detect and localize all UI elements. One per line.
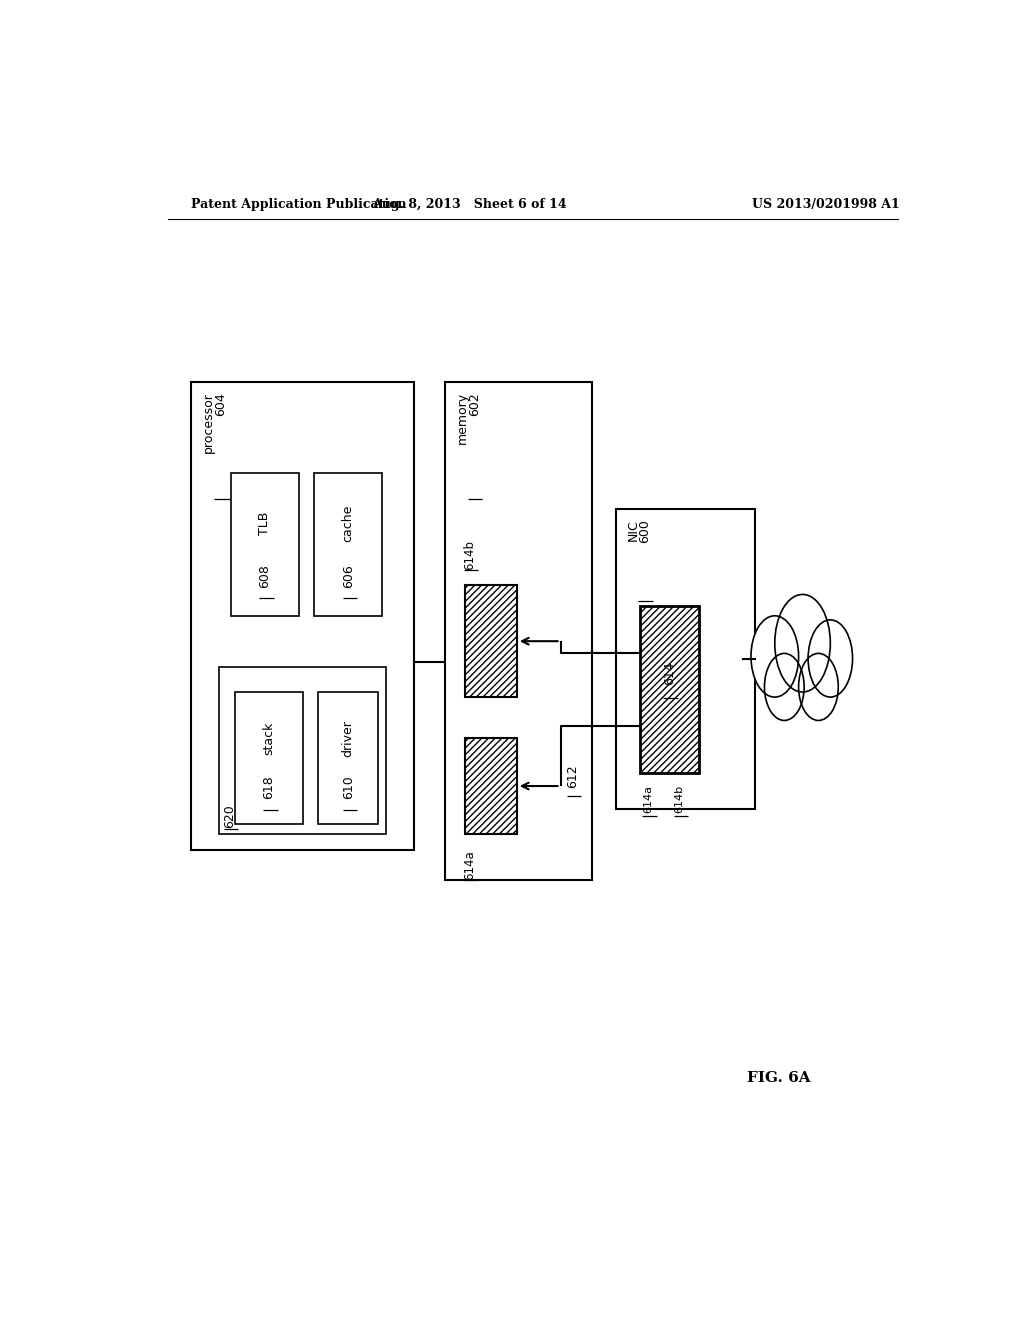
Bar [314,474,382,615]
Bar [318,692,378,824]
Ellipse shape [775,594,830,692]
Text: 610: 610 [342,775,354,799]
Text: memory: memory [456,392,469,445]
Text: driver: driver [342,719,354,756]
Ellipse shape [808,620,853,697]
Ellipse shape [799,653,839,721]
Text: Aug. 8, 2013   Sheet 6 of 14: Aug. 8, 2013 Sheet 6 of 14 [372,198,566,211]
Text: 614a: 614a [463,850,476,879]
Text: 618: 618 [262,775,275,799]
Text: 602: 602 [468,392,480,416]
Text: US 2013/0201998 A1: US 2013/0201998 A1 [753,198,900,211]
Ellipse shape [751,616,799,697]
Text: processor: processor [202,392,215,453]
Text: 614b: 614b [463,540,476,570]
Bar [219,667,386,834]
Ellipse shape [765,653,804,721]
Text: Patent Application Publication: Patent Application Publication [191,198,407,211]
Text: 614b: 614b [675,784,685,813]
Text: 620: 620 [223,804,237,828]
Bar [616,510,755,809]
Text: stack: stack [262,722,275,755]
Text: 614a: 614a [643,784,653,813]
Bar [640,606,699,774]
Text: 600: 600 [638,519,651,543]
Text: 606: 606 [342,564,354,587]
Bar [465,738,517,834]
Text: 612: 612 [566,764,579,788]
Text: 604: 604 [214,392,226,416]
Bar [465,585,517,697]
Bar [445,381,592,880]
Text: 614: 614 [664,661,676,685]
Bar [231,474,299,615]
Bar [191,381,414,850]
Text: cache: cache [342,504,354,543]
Text: 608: 608 [258,564,271,587]
Text: FIG. 6A: FIG. 6A [746,1072,811,1085]
Text: TLB: TLB [258,512,271,535]
Text: NIC: NIC [627,519,639,541]
Bar [236,692,303,824]
